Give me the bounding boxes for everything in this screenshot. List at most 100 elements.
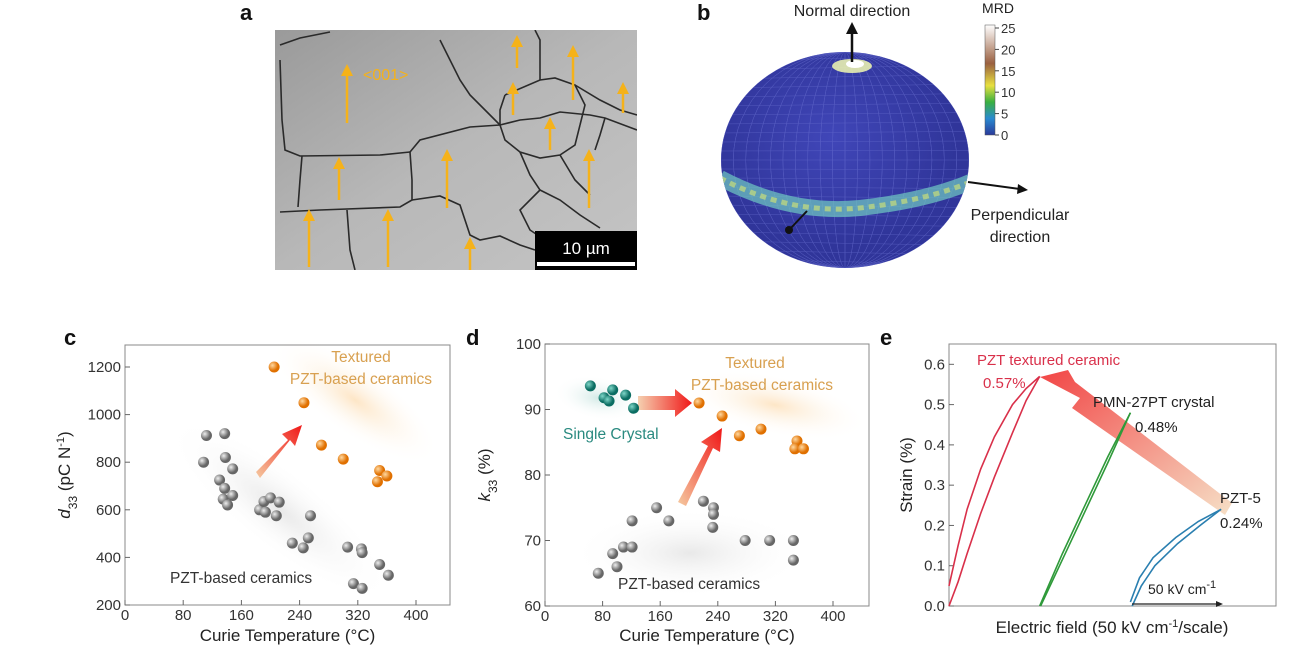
label-part: (%) <box>475 448 494 479</box>
data-point <box>298 397 310 409</box>
arrow-up-icon <box>511 35 523 47</box>
data-point <box>259 506 271 518</box>
data-point <box>697 495 709 507</box>
colorbar-tick-label: 20 <box>1001 42 1015 57</box>
label-part: 33 <box>66 496 80 510</box>
series-label: PZT textured ceramic <box>977 352 1121 369</box>
arrow-up-icon <box>544 117 556 129</box>
orientation-arrows <box>303 35 629 270</box>
third-axis-arrow <box>789 210 808 230</box>
label-part: -1 <box>1169 618 1179 630</box>
normal-direction-label: Normal direction <box>794 3 910 20</box>
series-value-label: 0.24% <box>1220 515 1263 532</box>
data-point <box>222 499 234 511</box>
trend-arrow <box>1040 370 1232 515</box>
label-part: -1 <box>1206 579 1216 591</box>
annotation-textured_2: PZT-based ceramics <box>691 377 833 394</box>
data-point <box>198 456 210 468</box>
scale-arrow-icon <box>1216 601 1223 607</box>
annotation-textured_1: Textured <box>725 355 784 372</box>
data-point <box>227 490 239 502</box>
data-point <box>382 569 394 581</box>
data-point <box>347 578 359 590</box>
colorbar-tick-label: 15 <box>1001 64 1015 79</box>
latitude-line <box>721 121 969 125</box>
data-point <box>297 542 309 554</box>
perpendicular-label-2: direction <box>990 229 1050 246</box>
data-point <box>268 361 280 373</box>
colorbar-title: MRD <box>982 0 1014 16</box>
colorbar <box>984 24 996 136</box>
data-point <box>789 443 801 455</box>
data-point <box>219 428 231 440</box>
pole-figure-sphere <box>721 52 969 268</box>
y-tick-label: 1000 <box>88 407 121 424</box>
sem-micrograph <box>275 30 637 270</box>
data-point <box>374 559 386 571</box>
latitude-line <box>721 52 969 53</box>
strain-curve <box>1038 412 1132 607</box>
y-tick-label: 200 <box>96 597 121 614</box>
data-point <box>626 515 638 527</box>
data-point <box>270 510 282 522</box>
y-tick-label: 0.4 <box>924 437 945 454</box>
panel-label-c: c <box>64 325 76 350</box>
direction-label: <001> <box>363 67 408 84</box>
data-point <box>286 537 298 549</box>
y-tick-label: 0.5 <box>924 397 945 414</box>
scale-bar-label: 10 µm <box>562 239 610 258</box>
label-part: k <box>475 492 494 502</box>
data-point <box>315 439 327 451</box>
colorbar-tick-label: 5 <box>1001 107 1008 122</box>
data-point <box>337 453 349 465</box>
panel-label-a: a <box>240 0 253 25</box>
x-axis-label: Curie Temperature (°C) <box>619 626 795 645</box>
latitude-line <box>721 177 969 180</box>
y-tick-label: 70 <box>524 533 541 550</box>
data-point <box>693 397 705 409</box>
arrow-up-icon <box>583 149 595 161</box>
x-tick-label: 80 <box>175 607 192 624</box>
data-point <box>787 554 799 566</box>
data-point <box>265 492 276 504</box>
arrow-up-icon <box>617 82 629 94</box>
data-point <box>342 541 354 553</box>
x-tick-label: 160 <box>648 608 673 625</box>
label-part: ) <box>55 431 74 437</box>
label-part: d <box>55 509 74 519</box>
data-point <box>219 451 231 463</box>
third-axis-dot <box>785 226 793 234</box>
arrow-up-icon <box>333 157 345 169</box>
data-point <box>381 470 393 482</box>
scale-bar <box>537 262 635 266</box>
data-point <box>620 389 632 401</box>
group-highlight <box>570 508 810 598</box>
data-point <box>733 430 745 442</box>
y-tick-label: 600 <box>96 502 121 519</box>
latitude-line <box>721 267 969 268</box>
arrow-up-icon <box>567 45 579 57</box>
arrow-up-icon <box>382 209 394 221</box>
field-scale-label: 50 kV cm-1 <box>1148 579 1216 597</box>
latitude-line <box>721 140 969 143</box>
strain-curve <box>948 376 1041 607</box>
data-point <box>214 474 226 486</box>
annotation-single: Single Crystal <box>563 426 659 443</box>
group-highlight <box>681 369 869 441</box>
y-tick-label: 1200 <box>88 359 121 376</box>
data-point <box>707 521 719 533</box>
data-point <box>739 535 751 546</box>
y-axis-label: k33 (%) <box>475 448 500 501</box>
latitude-line <box>721 150 969 152</box>
y-tick-label: 800 <box>96 454 121 471</box>
latitude-line <box>721 83 969 89</box>
series-value-label: 0.48% <box>1135 419 1178 436</box>
series-label: PZT-5 <box>1220 490 1261 507</box>
label-part: /scale) <box>1178 618 1228 637</box>
data-point <box>227 463 239 475</box>
annotation-ceramics: PZT-based ceramics <box>618 576 760 593</box>
label-part: -1 <box>55 437 67 447</box>
colorbar-tick-label: 0 <box>1001 128 1008 143</box>
latitude-line <box>721 168 969 170</box>
